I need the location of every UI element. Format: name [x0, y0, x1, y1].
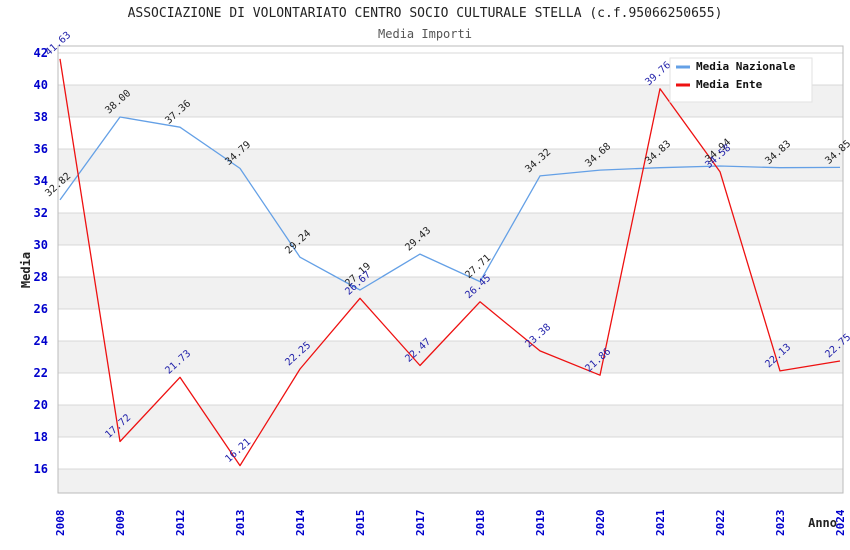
y-tick-label: 18 [34, 430, 48, 444]
x-tick-label: 2020 [594, 510, 607, 537]
plot-band [58, 405, 843, 437]
y-tick-label: 32 [34, 206, 48, 220]
y-axis-title: Media [19, 252, 33, 288]
plot-band [58, 277, 843, 309]
x-axis-title: Anno [808, 516, 837, 530]
y-tick-label: 26 [34, 302, 48, 316]
y-tick-label: 40 [34, 78, 48, 92]
chart-subtitle: Media Importi [378, 27, 472, 41]
chart-title: ASSOCIAZIONE DI VOLONTARIATO CENTRO SOCI… [127, 6, 723, 21]
legend-label: Media Nazionale [696, 60, 796, 73]
legend-box [669, 57, 813, 103]
y-tick-label: 28 [34, 270, 48, 284]
x-tick-label: 2018 [474, 510, 487, 537]
y-tick-label: 16 [34, 462, 48, 476]
x-tick-label: 2021 [654, 509, 667, 536]
x-tick-label: 2019 [534, 510, 547, 537]
y-tick-label: 38 [34, 110, 48, 124]
y-tick-label: 22 [34, 366, 48, 380]
data-label: 39.76 [643, 60, 673, 88]
series-line-media-nazionale [59, 116, 841, 291]
x-tick-label: 2017 [414, 510, 427, 537]
plot-band [58, 149, 843, 181]
y-tick-label: 24 [34, 334, 48, 348]
x-tick-label: 2015 [354, 510, 367, 537]
x-tick-label: 2009 [114, 510, 127, 537]
y-tick-label: 34 [34, 174, 48, 188]
x-tick-label: 2023 [774, 510, 787, 537]
x-tick-label: 2022 [714, 510, 727, 537]
x-tick-label: 2008 [54, 510, 67, 537]
plot-band [58, 213, 843, 245]
legend-label: Media Ente [696, 78, 763, 91]
y-tick-label: 20 [34, 398, 48, 412]
x-tick-label: 2024 [834, 509, 847, 536]
plot-border [57, 45, 844, 494]
y-tick-label: 30 [34, 238, 48, 252]
series-line-media-ente [59, 58, 841, 467]
x-tick-label: 2014 [294, 509, 307, 536]
plot-band [58, 341, 843, 373]
y-tick-label: 36 [34, 142, 48, 156]
y-tick-label: 42 [34, 46, 48, 60]
x-tick-label: 2013 [234, 510, 247, 537]
x-tick-label: 2012 [174, 510, 187, 537]
plot-band [58, 469, 843, 493]
